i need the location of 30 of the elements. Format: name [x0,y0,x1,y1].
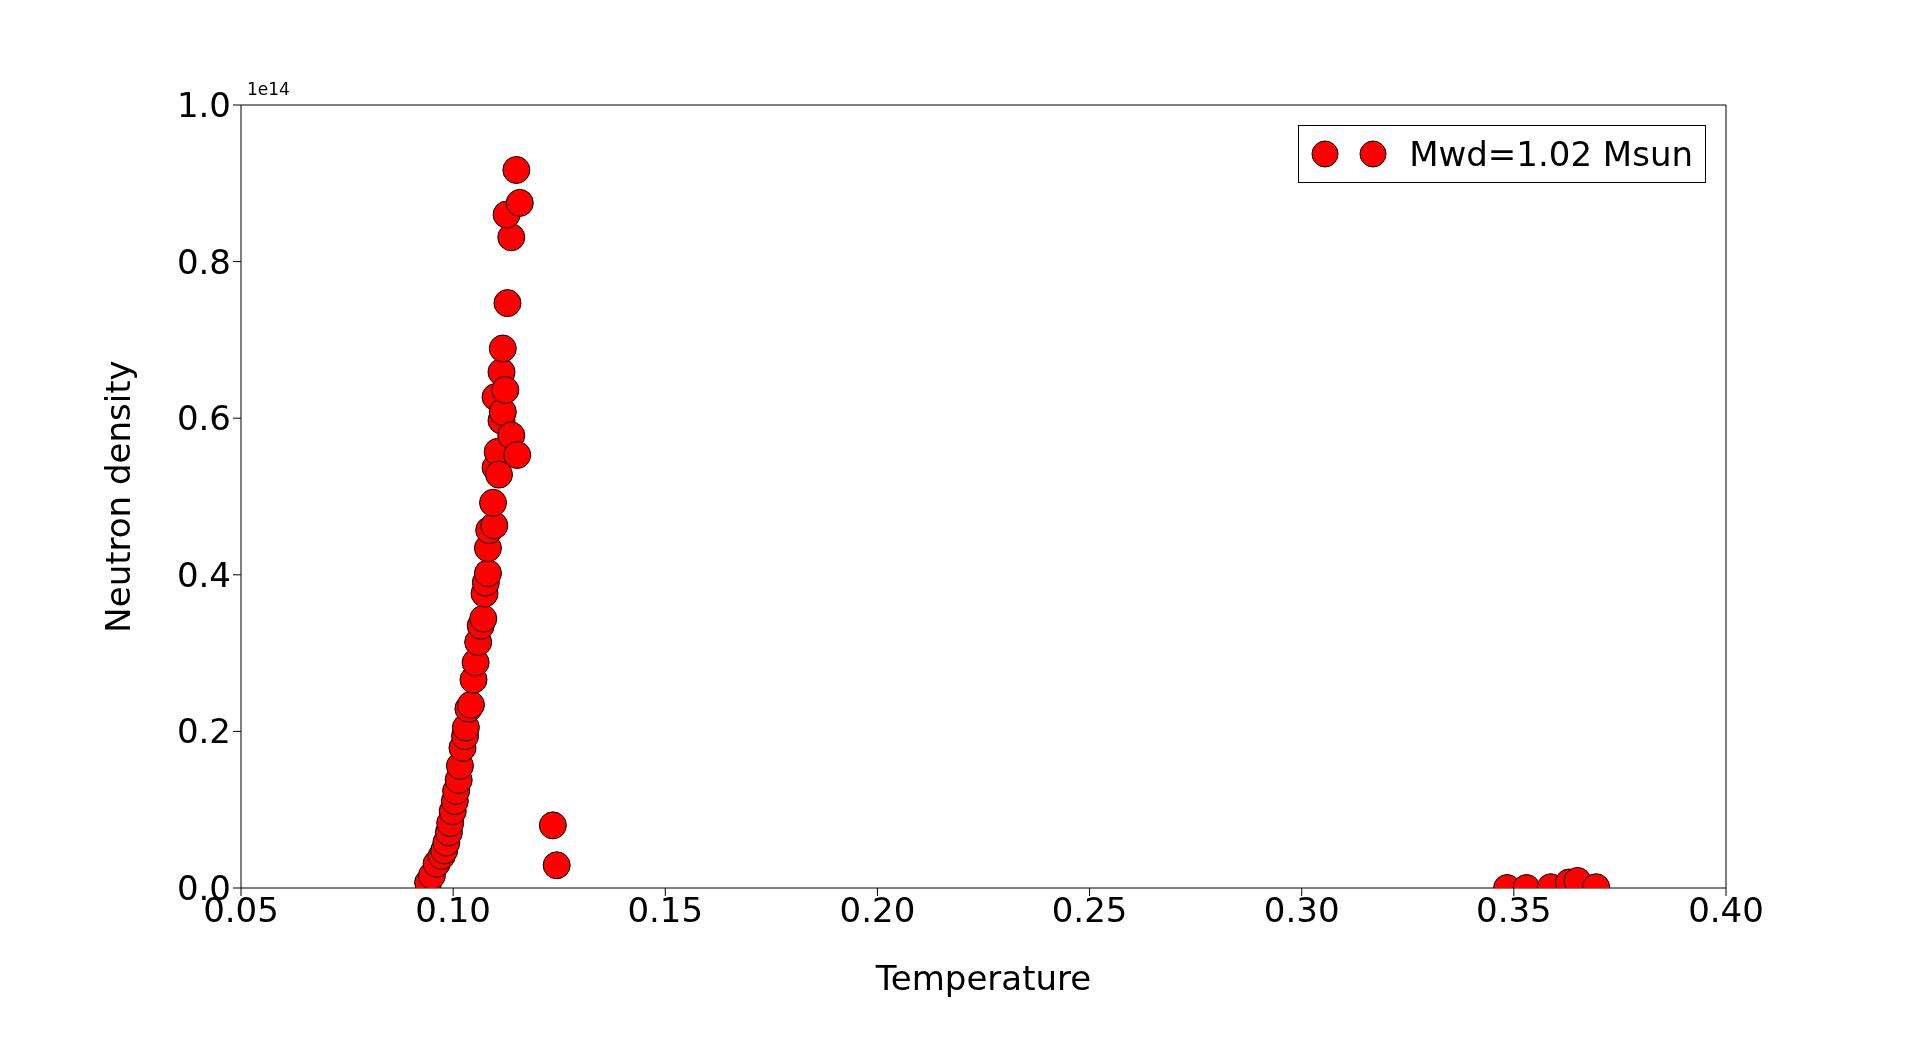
text: 1e14 [247,79,290,99]
x-tick-label: 0.30 [1263,890,1340,931]
point [542,851,571,880]
x-tick-label: 0.25 [1051,890,1128,931]
x-axis-title: Temperature [874,958,1092,998]
x-tick-label: 0.35 [1476,890,1552,931]
point [479,488,508,517]
point [502,155,531,184]
x-tick-label: 0.10 [415,890,491,931]
point [480,511,509,540]
point [473,559,502,588]
point [538,811,567,840]
legend-label: Mwd=1.02 Msun [1409,134,1693,174]
y-tick-label: 0.4 [176,554,231,595]
y-tick-label: 0.8 [176,241,231,282]
point [484,460,513,489]
x-tick-label: 0.40 [1688,890,1764,931]
point [497,223,526,252]
y-tick-label: 1.0 [176,85,231,126]
y-axis-title: Neutron density [98,360,139,633]
point [491,376,520,405]
x-tick-label: 0.15 [627,890,704,931]
point [493,289,522,318]
y-tick-label: 0.2 [176,711,231,752]
point [488,334,517,363]
y-tick-label: 0.6 [176,398,231,439]
x-tick-label: 0.20 [839,890,916,931]
point [505,188,534,217]
point [503,441,532,469]
point [469,604,498,633]
